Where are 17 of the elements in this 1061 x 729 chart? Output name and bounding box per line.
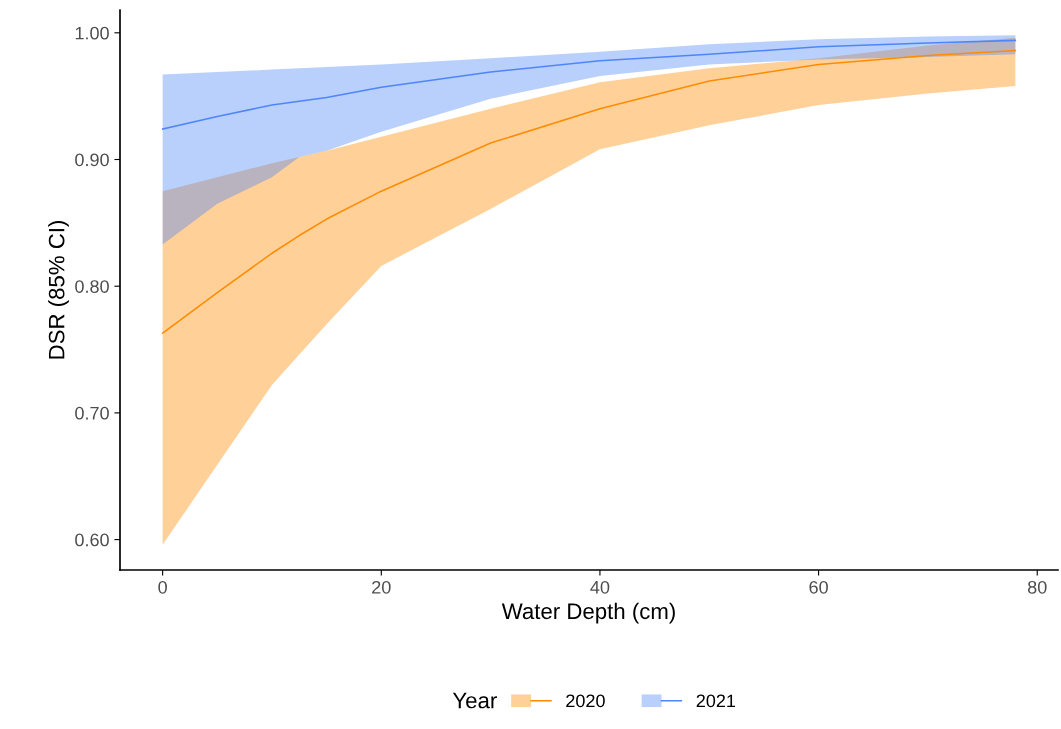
y-tick-label: 1.00 — [75, 26, 109, 40]
x-tick-label: 80 — [1027, 580, 1047, 594]
legend-title: Year — [452, 692, 497, 709]
y-tick-label: 0.90 — [75, 153, 109, 167]
line-series — [161, 39, 1017, 130]
y-tick-label: 0.60 — [75, 533, 109, 547]
x-axis-title: Water Depth (cm) — [501, 602, 675, 624]
legend-label: 2020 — [566, 694, 605, 708]
x-tick-label: 40 — [590, 580, 610, 594]
y-axis-title: DSR (85% CI) — [48, 221, 69, 359]
legend-label: 2021 — [696, 694, 736, 708]
y-tick-label: 0.70 — [75, 406, 109, 420]
line-series — [161, 49, 1017, 334]
x-tick-label: 0 — [158, 580, 167, 594]
y-tick-label: 0.80 — [75, 280, 109, 293]
x-tick-label: 60 — [809, 580, 828, 594]
x-tick-label: 20 — [372, 580, 391, 594]
